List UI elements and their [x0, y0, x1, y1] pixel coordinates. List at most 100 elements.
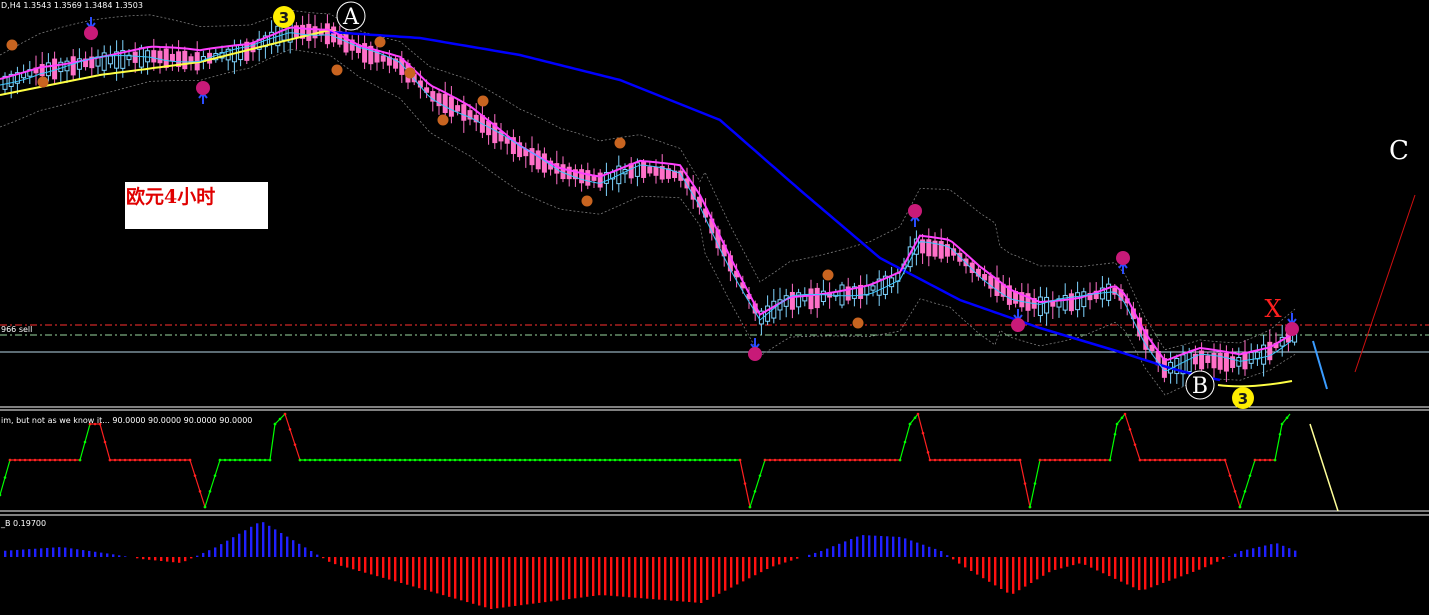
candle-body [1062, 294, 1068, 311]
oscillator-dot [921, 431, 925, 435]
candle-body [182, 50, 188, 70]
histogram-bar-positive [124, 556, 127, 557]
histogram-bar-negative [1006, 557, 1009, 593]
candle-body [808, 288, 814, 310]
candle-body [659, 166, 665, 180]
histogram-bar-positive [292, 540, 295, 557]
histogram-bar-positive [820, 551, 823, 557]
histogram-bar-negative [604, 557, 607, 596]
candle-body [1143, 329, 1149, 350]
histogram-bar-positive [268, 525, 271, 557]
oscillator-dot [978, 458, 982, 462]
histogram-bar-positive [892, 536, 895, 557]
oscillator-dot [853, 458, 857, 462]
oscillator-dot [248, 458, 252, 462]
oscillator-dot [268, 458, 272, 462]
histogram-bar-positive [1246, 549, 1249, 557]
histogram-bar-negative [976, 557, 979, 575]
histogram-bar-negative [1036, 557, 1039, 580]
histogram-bar-positive [808, 554, 811, 557]
oscillator-dot [1253, 458, 1257, 462]
projection-line-osc [1309, 423, 1339, 512]
signal-markers [6, 17, 1299, 361]
projection-line-blue [1312, 340, 1328, 390]
oscillator-dot [288, 428, 292, 431]
wave-a-circle [336, 1, 366, 31]
histogram-bar-positive [916, 542, 919, 557]
oscillator-dot [1263, 458, 1267, 462]
histogram-bar-negative [478, 557, 481, 606]
oscillator-dot [733, 458, 737, 462]
histogram-bar-positive [934, 548, 937, 557]
oscillator-dot [1063, 458, 1067, 462]
histogram-bar-positive [946, 555, 949, 557]
candle-body [814, 287, 820, 309]
oscillator-dot [13, 458, 17, 462]
histogram-bar-negative [514, 557, 517, 606]
oscillator-dot [1013, 458, 1017, 462]
oscillator-dot [373, 458, 377, 462]
candle-body [1075, 292, 1081, 311]
oscillator-dot [988, 458, 992, 462]
oscillator-dot [678, 458, 682, 462]
histogram-bar-negative [646, 557, 649, 599]
candle-body [1223, 352, 1229, 372]
oscillator-dot [1113, 432, 1117, 436]
oscillator-dot [948, 458, 952, 462]
histogram-bar-negative [724, 557, 727, 591]
candle-body [300, 24, 306, 39]
oscillator-dot [378, 458, 382, 462]
oscillator-dot [178, 458, 182, 462]
signal-dot-orange [6, 39, 18, 51]
histogram-bar-negative [142, 557, 145, 560]
signal-dot-orange [822, 269, 834, 281]
candle-body [424, 87, 430, 93]
oscillator-dot [873, 458, 877, 462]
oscillator-segment [1109, 423, 1118, 461]
candle-body [579, 169, 585, 184]
candle-body [1205, 355, 1211, 363]
oscillator-dot [1268, 458, 1272, 462]
histogram-bar-negative [1108, 557, 1111, 577]
oscillator-dot [993, 458, 997, 462]
oscillator-dot [1068, 458, 1072, 462]
histogram-bar-positive [862, 535, 865, 557]
oscillator-dot [218, 458, 222, 462]
oscillator-dot [863, 458, 867, 462]
candle-body [876, 278, 882, 296]
candle-body [517, 142, 523, 158]
symbol-header: D,H4 1.3543 1.3569 1.3484 1.3503 [1, 1, 143, 10]
oscillator-dot [663, 458, 667, 462]
histogram-bar-negative [1024, 557, 1027, 587]
histogram-bar-negative [688, 557, 691, 603]
histogram-bar-negative [136, 557, 139, 559]
oscillator-dot [38, 458, 42, 462]
histogram-bar-positive [280, 533, 283, 557]
histogram-bar-positive [844, 541, 847, 557]
histogram-bar-negative [448, 557, 451, 597]
oscillator-dot [158, 458, 162, 462]
oscillator-dot [63, 458, 67, 462]
histogram-bar-negative [382, 557, 385, 578]
histogram-bar-negative [322, 557, 325, 559]
oscillator-dot [1123, 412, 1127, 416]
candle-body [926, 239, 932, 257]
oscillator-dot [528, 458, 532, 462]
histogram-bar-negative [640, 557, 643, 599]
oscillator-dot [868, 458, 872, 462]
oscillator-dot [428, 458, 432, 462]
oscillator-dot [1028, 505, 1032, 509]
bollinger-bands [0, 9, 1296, 396]
oscillator-dot [968, 458, 972, 462]
histogram-bar-negative [502, 557, 505, 608]
oscillator-dot [73, 458, 77, 462]
histogram-bar-negative [400, 557, 403, 583]
candle-body [293, 25, 299, 38]
oscillator-dot [488, 458, 492, 462]
candle-body [541, 153, 547, 173]
oscillator-dot [1243, 490, 1247, 493]
histogram-bar-negative [1198, 557, 1201, 570]
candle-body [89, 56, 95, 69]
histogram-bar-positive [1282, 545, 1285, 557]
signal-dot-orange [437, 114, 449, 126]
